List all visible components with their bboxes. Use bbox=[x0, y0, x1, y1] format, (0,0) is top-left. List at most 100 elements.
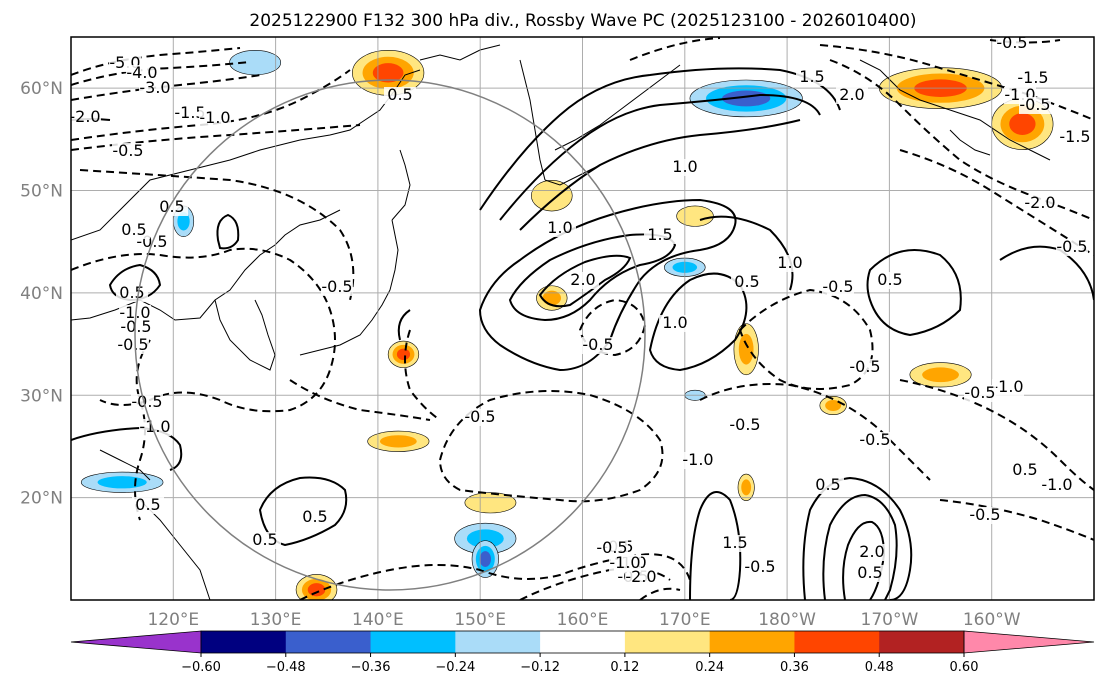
contour-label: 1.5 bbox=[799, 67, 824, 86]
contour-label-bg bbox=[131, 394, 163, 411]
contour-label: 1.5 bbox=[722, 533, 747, 552]
contour-label-bg bbox=[969, 507, 1001, 524]
contour-label: -0.5 bbox=[729, 415, 760, 434]
x-tick-label: 170°W bbox=[861, 610, 919, 630]
contour-label-bg bbox=[71, 109, 101, 126]
colorbar-tick-label: −0.48 bbox=[266, 660, 306, 675]
contour-label-bg bbox=[812, 477, 844, 494]
contour-label-bg bbox=[644, 227, 676, 244]
contour-label-bg bbox=[729, 417, 761, 434]
colorbar-segment bbox=[370, 631, 456, 653]
colorbar-tick-label: −0.36 bbox=[351, 660, 391, 675]
shaded-region bbox=[379, 435, 417, 448]
contour-label: 1.0 bbox=[777, 253, 802, 272]
colorbar-tick-label: −0.60 bbox=[181, 660, 221, 675]
chart-title: 2025122900 F132 300 hPa div., Rossby Wav… bbox=[249, 11, 916, 31]
y-tick-label: 60°N bbox=[20, 79, 63, 99]
colorbar-segment bbox=[794, 631, 880, 653]
x-tick-label: 140°E bbox=[352, 610, 404, 630]
contour-label-bg bbox=[874, 272, 906, 289]
colorbar-tick-label: 0.48 bbox=[865, 660, 894, 675]
contour-label-bg bbox=[384, 87, 416, 104]
colorbar-segment bbox=[540, 631, 626, 653]
contour-label: -1.0 bbox=[139, 417, 170, 436]
contour-label-bg bbox=[744, 559, 776, 576]
contour-label-bg bbox=[567, 272, 599, 289]
contour-label-bg bbox=[669, 159, 701, 176]
contour-label-bg bbox=[1056, 239, 1088, 256]
contour-label: -1.5 bbox=[1017, 68, 1048, 87]
x-tick-label: 130°E bbox=[250, 610, 302, 630]
contour-label: -0.5 bbox=[112, 141, 143, 160]
contour-label: 2.0 bbox=[859, 542, 884, 561]
y-tick-label: 50°N bbox=[20, 182, 63, 202]
contour-label: -0.5 bbox=[996, 33, 1027, 52]
colorbar-tick-label: 0.24 bbox=[695, 660, 724, 675]
contour-label: -0.5 bbox=[849, 357, 880, 376]
contour-label-bg bbox=[116, 285, 148, 302]
contour-label: -0.5 bbox=[582, 335, 613, 354]
contour-label-bg bbox=[1041, 477, 1073, 494]
contour-label-bg bbox=[796, 69, 828, 86]
y-tick-label: 30°N bbox=[20, 386, 63, 406]
contour-label: 1.0 bbox=[672, 157, 697, 176]
contour-label-bg bbox=[1009, 462, 1041, 479]
contour-label-bg bbox=[849, 359, 881, 376]
contour-label-bg bbox=[139, 80, 171, 97]
contour-label-bg bbox=[117, 337, 149, 354]
contour-label: 0.5 bbox=[815, 475, 840, 494]
rossby-circle bbox=[134, 79, 646, 591]
contour-label: -0.5 bbox=[321, 277, 352, 296]
colorbar-extend-low bbox=[70, 630, 202, 654]
colorbar-tick-label: −0.12 bbox=[520, 660, 560, 675]
colorbar-tick-label: 0.12 bbox=[610, 660, 639, 675]
contour-label: 1.0 bbox=[547, 218, 572, 237]
contour-label: -1.0 bbox=[609, 553, 640, 572]
contour-label-bg bbox=[996, 37, 1028, 52]
contour-label-bg bbox=[139, 419, 171, 436]
contour-label-bg bbox=[118, 222, 150, 239]
contour-label: -0.5 bbox=[117, 335, 148, 354]
contour-label-bg bbox=[964, 385, 996, 402]
colorbar-segment bbox=[709, 631, 795, 653]
colorbar-tick-label: −0.24 bbox=[435, 660, 475, 675]
dashed-contours bbox=[71, 37, 1094, 600]
shaded-region bbox=[741, 479, 752, 496]
contour-label-bg bbox=[156, 199, 188, 216]
contour-label: -2.0 bbox=[1024, 193, 1055, 212]
contour-label-bg bbox=[126, 65, 158, 82]
contour-label: -0.5 bbox=[1056, 237, 1087, 256]
contour-label-bg bbox=[822, 279, 854, 296]
contour-label: 1.5 bbox=[647, 225, 672, 244]
shaded-region bbox=[542, 290, 562, 306]
contour-label-bg bbox=[854, 565, 886, 582]
contour-label: 0.5 bbox=[877, 270, 902, 289]
x-tick-label: 150°E bbox=[454, 610, 506, 630]
contour-label: -0.5 bbox=[859, 430, 890, 449]
contour-label-bg bbox=[836, 87, 868, 104]
contour-label-bg bbox=[120, 319, 152, 336]
contour-label-bg bbox=[856, 544, 888, 561]
shaded-region bbox=[372, 63, 404, 83]
shaded-region bbox=[1009, 113, 1036, 135]
colorbar-segment bbox=[455, 631, 541, 653]
contour-label-bg bbox=[174, 105, 206, 122]
contour-label: -0.5 bbox=[464, 407, 495, 426]
shaded-region bbox=[479, 551, 492, 567]
colorbar-tick-label: 0.60 bbox=[950, 660, 979, 675]
contour-label: 0.5 bbox=[135, 495, 160, 514]
shaded-region bbox=[922, 367, 959, 383]
x-tick-label: 160°W bbox=[963, 610, 1021, 630]
contour-label: 0.5 bbox=[119, 283, 144, 302]
contour-label: -1.0 bbox=[682, 450, 713, 469]
contour-label: -1.0 bbox=[1041, 475, 1072, 494]
shaded-region bbox=[466, 529, 504, 548]
contour-label-bg bbox=[596, 540, 628, 557]
contour-label-bg bbox=[119, 305, 151, 322]
contour-label: -1.0 bbox=[119, 303, 150, 322]
shaded-region bbox=[396, 348, 411, 361]
contour-label-bg bbox=[249, 532, 281, 549]
contour-label-bg bbox=[659, 315, 691, 332]
